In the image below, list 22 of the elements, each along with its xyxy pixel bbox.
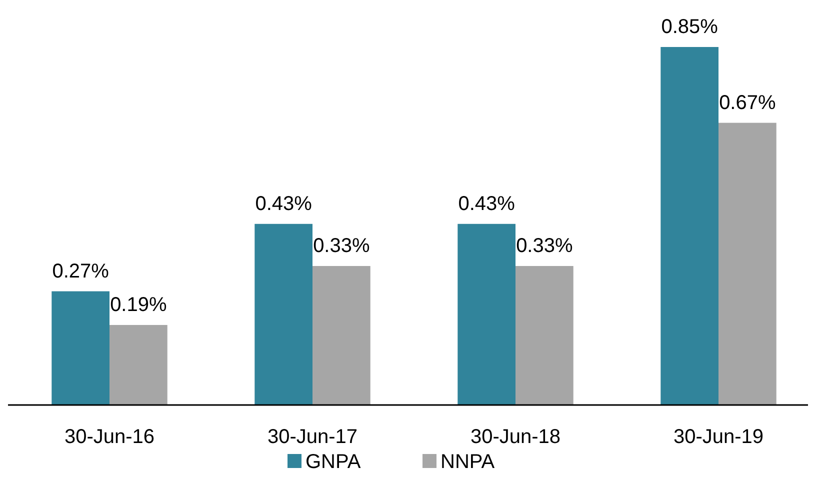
data-label: 0.67% [719, 92, 776, 114]
bar [52, 291, 110, 405]
bar [312, 266, 370, 405]
data-label: 0.43% [255, 192, 312, 215]
bar [458, 224, 516, 405]
x-tick-label: 30-Jun-16 [64, 426, 155, 448]
bar [660, 47, 718, 405]
bar [516, 266, 574, 405]
bar [254, 224, 312, 405]
data-label: 0.27% [52, 260, 110, 282]
legend-label: GNPA [306, 451, 362, 473]
bar [110, 324, 168, 405]
legend-label: NNPA [440, 451, 496, 473]
data-label: 0.33% [516, 235, 573, 258]
data-label: 0.85% [661, 16, 718, 38]
x-tick-label: 30-Jun-17 [267, 426, 358, 448]
data-label: 0.43% [458, 192, 516, 215]
x-tick-label: 30-Jun-18 [470, 426, 561, 448]
data-label: 0.33% [313, 235, 370, 258]
x-tick-label: 30-Jun-19 [673, 426, 764, 448]
data-label: 0.19% [110, 294, 167, 316]
bar [718, 122, 776, 405]
